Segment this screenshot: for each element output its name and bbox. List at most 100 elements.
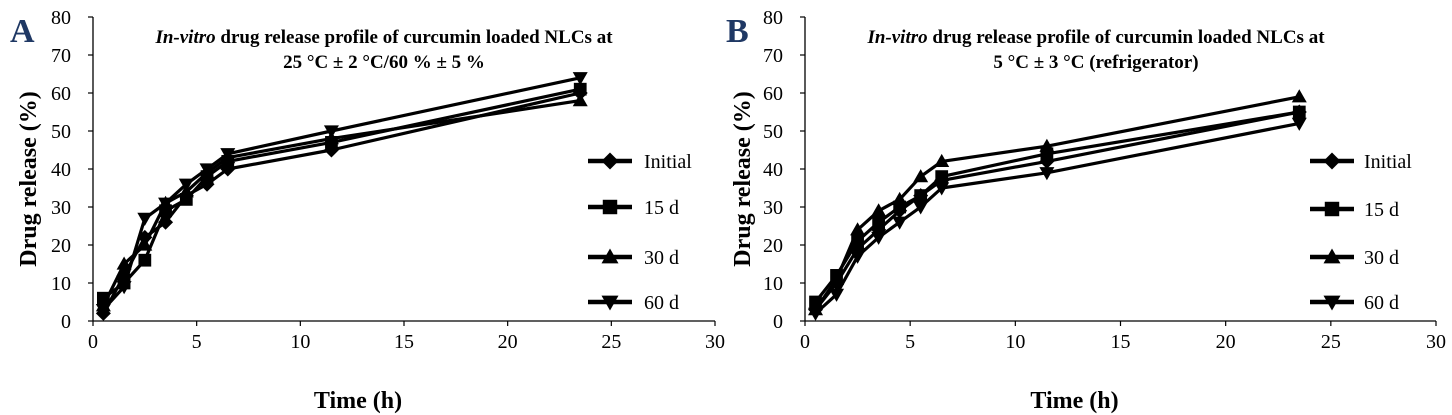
x-tick-label: 30 <box>705 331 725 353</box>
series-line-initial <box>101 91 581 315</box>
x-tick-label: 5 <box>192 331 202 353</box>
y-tick-label: 50 <box>763 121 783 143</box>
y-tick-label: 10 <box>51 273 71 295</box>
data-point-60-d <box>158 197 174 211</box>
data-point-60-d <box>850 250 866 264</box>
chart-title: In-vitro drug release profile of curcumi… <box>154 27 613 48</box>
data-point-60-d <box>934 182 950 196</box>
y-tick-label: 30 <box>763 197 783 219</box>
y-tick-label: 80 <box>763 7 783 29</box>
data-point-60-d <box>220 148 236 162</box>
x-tick-label: 0 <box>88 331 98 353</box>
chart-title-rest: drug release profile of curcumin loaded … <box>928 27 1326 48</box>
legend-marker-30-d <box>601 248 619 264</box>
y-tick-label: 70 <box>51 45 71 67</box>
data-point-60-d <box>95 303 111 318</box>
data-point-60-d <box>808 307 824 321</box>
data-point-60-d <box>137 212 153 226</box>
chart-panel-a: A 0 10 20 30 40 50 60 70 80 0 5 10 15 20 25 30 Time (h) Dr… <box>10 7 725 414</box>
x-tick-label: 15 <box>1111 331 1131 353</box>
series-line-30-d <box>814 95 1300 311</box>
y-tick-label: 50 <box>51 121 71 143</box>
chart-subtitle: 5 °C ± 3 °C (refrigerator) <box>993 52 1198 73</box>
data-point-30-d <box>137 237 153 251</box>
y-tick-label: 70 <box>763 45 783 67</box>
chart-title-italic: In-vitro <box>154 27 215 48</box>
chart-title-rest: drug release profile of curcumin loaded … <box>216 27 614 48</box>
data-point-30-d <box>850 222 866 236</box>
data-point-60-d <box>116 281 132 295</box>
data-point-30-d <box>1291 89 1307 103</box>
x-tick-label: 20 <box>498 331 518 353</box>
x-tick-label: 5 <box>905 331 915 353</box>
x-tick-label: 10 <box>290 331 310 353</box>
y-tick-label: 60 <box>763 83 783 105</box>
data-point-60-d <box>829 288 845 302</box>
data-point-60-d <box>1039 167 1055 181</box>
data-point-60-d <box>892 216 908 230</box>
legend-label-60-d: 60 d <box>644 292 679 314</box>
y-tick-label: 20 <box>763 235 783 257</box>
data-point-30-d <box>871 203 887 217</box>
data-point-30-d <box>934 153 950 168</box>
x-tick-label: 15 <box>394 331 414 353</box>
legend-label-30-d: 30 d <box>1364 247 1399 269</box>
y-tick-label: 0 <box>61 311 71 333</box>
data-point-30-d <box>116 256 132 270</box>
data-point-15-d <box>935 170 949 183</box>
legend-marker-15-d <box>602 199 618 215</box>
x-tick-label: 20 <box>1216 331 1236 353</box>
legend-marker-60-d <box>1323 295 1341 311</box>
y-axis-label: Drug release (%) <box>730 91 756 267</box>
y-tick-label: 40 <box>51 159 71 181</box>
data-point-30-d <box>572 93 588 107</box>
data-point-30-d <box>892 191 908 206</box>
data-point-60-d <box>871 231 887 245</box>
data-point-60-d <box>199 163 215 177</box>
legend-marker-15-d <box>1324 201 1340 217</box>
x-tick-label: 0 <box>800 331 810 353</box>
data-point-60-d <box>1291 117 1307 131</box>
legend-marker-initial <box>601 152 619 170</box>
panel-letter: B <box>726 13 749 50</box>
data-point-30-d <box>829 271 845 285</box>
data-point-60-d <box>323 125 339 139</box>
data-point-15-d <box>872 215 885 229</box>
legend-marker-30-d <box>1323 248 1341 264</box>
y-tick-label: 30 <box>51 197 71 219</box>
data-point-60-d <box>178 178 194 192</box>
series-line-initial <box>814 110 1300 311</box>
data-point-15-d <box>138 253 152 267</box>
legend-marker-60-d <box>601 295 619 311</box>
legend-label-initial: Initial <box>1364 151 1412 173</box>
y-tick-label: 0 <box>773 311 783 333</box>
series-line-30-d <box>101 99 581 307</box>
data-point-60-d <box>913 201 929 215</box>
data-point-15-d <box>914 189 928 202</box>
chart-subtitle: 25 °C ± 2 °C/60 % ± 5 % <box>283 52 485 73</box>
data-point-15-d <box>573 82 587 96</box>
data-point-60-d <box>572 72 588 86</box>
legend-label-15-d: 15 d <box>644 197 679 219</box>
data-point-15-d <box>1292 105 1306 119</box>
x-tick-label: 25 <box>601 331 621 353</box>
y-tick-label: 40 <box>763 159 783 181</box>
y-axis-label: Drug release (%) <box>16 91 42 267</box>
legend-marker-initial <box>1323 152 1341 170</box>
legend-label-60-d: 60 d <box>1364 292 1399 314</box>
chart-panel-b: B 0 10 20 30 40 50 60 70 80 0 5 10 15 20 25 30 Time (h) Dr… <box>726 7 1446 414</box>
y-tick-label: 20 <box>51 235 71 257</box>
y-tick-label: 80 <box>51 7 71 29</box>
x-tick-label: 10 <box>1005 331 1025 353</box>
panel-letter: A <box>10 13 35 50</box>
data-point-30-d <box>913 169 929 183</box>
chart-title: In-vitro drug release profile of curcumi… <box>866 27 1325 48</box>
x-axis-label: Time (h) <box>1030 388 1118 414</box>
legend-label-initial: Initial <box>644 151 692 173</box>
x-tick-label: 30 <box>1426 331 1446 353</box>
legend-label-30-d: 30 d <box>644 247 679 269</box>
chart-title-italic: In-vitro <box>866 27 927 48</box>
x-axis-label: Time (h) <box>314 388 402 414</box>
x-tick-label: 25 <box>1321 331 1341 353</box>
